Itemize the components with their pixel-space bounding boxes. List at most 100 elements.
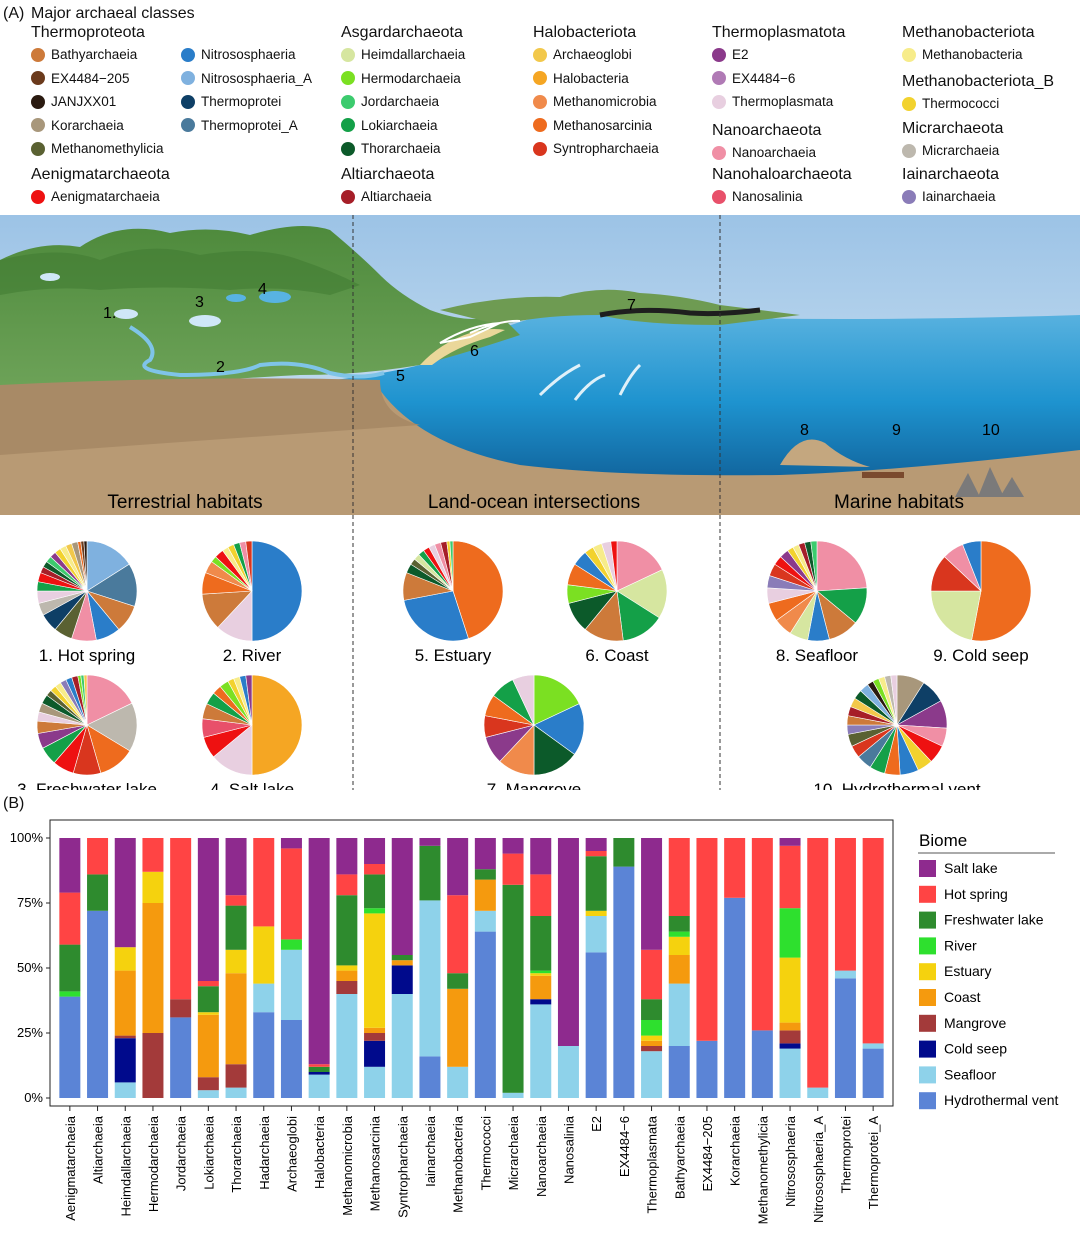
phylum-nanohaloarchaeota: Nanohaloarchaeota <box>712 166 852 183</box>
legend-label: Micrarchaeia <box>922 143 1000 158</box>
bar-jordarchaeia <box>170 838 192 1098</box>
bar-segment-freshwater-lake <box>613 838 635 867</box>
pie-slice-nitrososphaeria <box>251 540 303 642</box>
region-title-3: Marine habitats <box>834 492 964 513</box>
legend-label: Freshwater lake <box>944 912 1044 928</box>
legend-item-thermoprotei: Thermoprotei <box>181 94 281 109</box>
bar-thermoprotei <box>834 838 856 1098</box>
bar-segment-cold-seep <box>530 999 552 1005</box>
bar-segment-estuary <box>779 957 801 1023</box>
bar-segment-freshwater-lake <box>474 869 496 880</box>
pie-4-salt-lake: 4. Salt lake <box>201 674 303 790</box>
pie-8-seafloor: 8. Seafloor <box>766 540 868 665</box>
x-tick-label: Heimdallarchaeia <box>118 1115 133 1216</box>
bar-segment-seafloor <box>419 900 441 1057</box>
site-numbers: 1. 2 3 4 5 6 7 8 9 10 <box>103 281 1000 439</box>
bar-segment-hot-spring <box>530 874 552 916</box>
legend-swatch <box>919 1066 936 1084</box>
site-number-2: 2 <box>216 359 225 376</box>
bar-segment-hydrothermal-vent <box>724 897 746 1098</box>
bar-segment-cold-seep <box>308 1072 330 1075</box>
legend-swatch <box>341 118 355 132</box>
legend-item-hot-spring: Hot spring <box>919 885 1008 903</box>
legend-swatch <box>181 118 195 132</box>
salt-lake <box>259 291 291 303</box>
bar-segment-hot-spring <box>59 892 81 945</box>
bar-segment-coast <box>336 970 358 981</box>
legend-label: Coast <box>944 989 981 1005</box>
bar-segment-seafloor <box>807 1087 829 1098</box>
bar-segment-salt-lake <box>336 838 358 875</box>
phylum-iainarchaeota: Iainarchaeota <box>902 166 999 183</box>
bar-segment-river <box>779 908 801 958</box>
salt-lake-2 <box>226 294 246 302</box>
legend-swatch <box>31 118 45 132</box>
bar-segment-coast <box>668 955 690 984</box>
bar-segment-salt-lake <box>447 838 469 896</box>
bar-methanosarcinia <box>364 838 386 1098</box>
pie-slice-nitrososphaeria <box>533 703 585 755</box>
legend-swatch <box>919 1040 936 1058</box>
bar-iainarchaeia <box>419 838 441 1098</box>
bar-segment-seafloor <box>474 910 496 932</box>
legend-item-methanosarcinia: Methanosarcinia <box>533 118 652 133</box>
bar-segment-hydrothermal-vent <box>474 931 496 1098</box>
legend-label: River <box>944 937 977 953</box>
legend-item-methanomethylicia: Methanomethylicia <box>31 141 164 156</box>
bar-methanomicrobia <box>336 838 358 1098</box>
legend-swatch <box>919 860 936 877</box>
pie-slice-e2 <box>245 674 253 726</box>
pie-label: 5. Estuary <box>415 646 492 665</box>
legend-label: Salt lake <box>944 860 998 876</box>
legend-item-ex4484-205: EX4484−205 <box>31 71 129 86</box>
bar-segment-hot-spring <box>197 981 219 987</box>
bar-segment-coast <box>530 975 552 1000</box>
site-number-7: 7 <box>627 297 636 314</box>
legend-swatch <box>712 94 726 109</box>
pie-slice-methanosarcinia <box>971 540 1032 642</box>
bar-segment-hot-spring <box>641 949 663 1000</box>
bar-segment-estuary <box>197 1012 219 1015</box>
x-tick-label: Archaeoglobi <box>284 1116 299 1192</box>
bar-segment-coast <box>779 1022 801 1031</box>
legend-item-cold-seep: Cold seep <box>919 1040 1007 1058</box>
bar-nanoarchaeia <box>530 838 552 1098</box>
legend-swatch <box>919 1092 936 1110</box>
bar-segment-hot-spring <box>834 838 856 971</box>
bar-segment-salt-lake <box>502 838 524 854</box>
legend-item-seafloor: Seafloor <box>919 1066 996 1084</box>
legend-swatch <box>533 47 547 62</box>
site-number-5: 5 <box>396 368 405 385</box>
bar-thermococci <box>474 838 496 1098</box>
bar-segment-mangrove <box>170 999 192 1018</box>
x-tick-label: E2 <box>589 1116 604 1132</box>
bar-segment-seafloor <box>391 994 413 1098</box>
bar-segment-hot-spring <box>87 838 109 875</box>
x-tick-label: Thermoprotei_A <box>866 1116 881 1210</box>
legend-swatch <box>712 145 726 160</box>
seamount <box>780 439 870 467</box>
bar-segment-hydrothermal-vent <box>668 1046 690 1098</box>
legend-swatch <box>341 189 355 204</box>
bars <box>59 838 884 1098</box>
bar-segment-estuary <box>641 1035 663 1041</box>
pie-10-hydrothermal-vent: 10. Hydrothermal vent <box>813 674 981 790</box>
phylum-halobacteriota: Halobacteriota <box>533 24 637 41</box>
bar-segment-salt-lake <box>280 838 302 849</box>
class-legend: Thermoproteota Bathyarchaeia EX4484−205 JAN… <box>0 0 1080 215</box>
y-tick-label: 0% <box>24 1090 43 1105</box>
bar-segment-salt-lake <box>197 838 219 981</box>
bar-segment-cold-seep <box>364 1040 386 1067</box>
legend-label: Nitrososphaeria <box>201 47 296 62</box>
x-tick-label: EX4484−205 <box>700 1116 715 1192</box>
bar-segment-mangrove <box>197 1077 219 1091</box>
bar-methanobacteria <box>447 838 469 1098</box>
hot-spring-pool-2 <box>40 273 60 281</box>
pie-slice-thermoplasmata <box>890 674 898 726</box>
bar-segment-seafloor <box>447 1066 469 1098</box>
bar-e2 <box>585 838 607 1098</box>
bar-segment-freshwater-lake <box>364 874 386 909</box>
x-tick-label: Nitrososphaeria_A <box>811 1116 826 1223</box>
bar-segment-seafloor <box>834 970 856 979</box>
legend-label: Methanosarcinia <box>553 117 653 133</box>
